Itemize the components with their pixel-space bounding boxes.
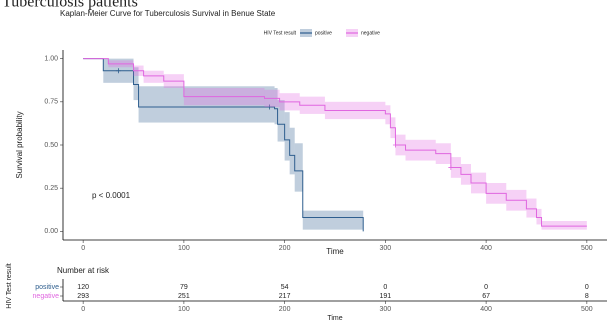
confidence-band xyxy=(284,112,290,161)
risk-count: 0 xyxy=(585,284,589,291)
risk-x-label: Time xyxy=(327,315,342,322)
x-tick-label: 0 xyxy=(81,306,85,313)
risk-count: 8 xyxy=(585,293,589,300)
x-axis-label: Time xyxy=(326,247,344,256)
censor-mark xyxy=(448,164,454,170)
legend-label: negative xyxy=(361,30,380,36)
legend-key-band xyxy=(346,29,358,37)
y-tick-label: 0.25 xyxy=(44,185,58,192)
risk-count: 251 xyxy=(178,293,190,300)
risk-count: 120 xyxy=(77,284,89,291)
legend-label: positive xyxy=(315,30,332,36)
y-axis-label: Survival probability xyxy=(15,111,24,178)
strata-label: positive xyxy=(35,284,59,291)
y-tick-label: 0.75 xyxy=(44,99,58,106)
x-tick-label: 300 xyxy=(380,306,392,313)
caption: Tuberculosis patients xyxy=(2,0,138,11)
censor-mark xyxy=(392,142,398,148)
x-tick-label: 500 xyxy=(581,306,593,313)
x-tick-label: 300 xyxy=(380,245,392,252)
x-tick-label: 200 xyxy=(279,245,291,252)
risk-count: 0 xyxy=(383,284,387,291)
confidence-band xyxy=(133,67,139,101)
confidence-band xyxy=(536,208,542,225)
risk-count: 293 xyxy=(77,293,89,300)
x-tick-label: 100 xyxy=(178,306,190,313)
confidence-band xyxy=(143,70,164,83)
censor-mark xyxy=(267,104,273,110)
x-tick-label: 0 xyxy=(81,245,85,252)
confidence-band xyxy=(385,105,391,125)
x-tick-label: 400 xyxy=(480,245,492,252)
risk-title: Number at risk xyxy=(57,266,110,275)
confidence-band xyxy=(302,210,364,230)
p-value: p < 0.0001 xyxy=(92,191,131,200)
censor-mark xyxy=(115,68,121,74)
chart-title: Kaplan-Meier Curve for Tuberculosis Surv… xyxy=(60,9,276,18)
legend-key-band xyxy=(300,29,312,37)
confidence-band xyxy=(541,221,587,230)
x-tick-label: 500 xyxy=(581,245,593,252)
risk-y-label: HIV Test result xyxy=(6,263,13,308)
confidence-band xyxy=(274,88,278,125)
strata-label: negative xyxy=(33,293,60,300)
risk-count: 67 xyxy=(482,293,490,300)
confidence-band xyxy=(294,143,303,192)
risk-count: 191 xyxy=(380,293,392,300)
risk-count: 54 xyxy=(281,284,289,291)
y-tick-label: 1.00 xyxy=(44,55,58,62)
y-tick-label: 0.50 xyxy=(44,142,58,149)
confidence-band xyxy=(289,127,295,175)
risk-count: 0 xyxy=(484,284,488,291)
survival-curve xyxy=(83,58,587,227)
y-tick-label: 0.00 xyxy=(44,228,58,235)
confidence-band xyxy=(526,198,537,218)
risk-count: 79 xyxy=(180,284,188,291)
survival-curve xyxy=(83,58,364,232)
x-tick-label: 100 xyxy=(178,245,190,252)
x-tick-label: 400 xyxy=(480,306,492,313)
confidence-band xyxy=(138,86,275,123)
legend-title: HIV Test result xyxy=(264,30,297,36)
x-tick-label: 200 xyxy=(279,306,291,313)
risk-count: 217 xyxy=(279,293,291,300)
confidence-band xyxy=(277,100,285,142)
